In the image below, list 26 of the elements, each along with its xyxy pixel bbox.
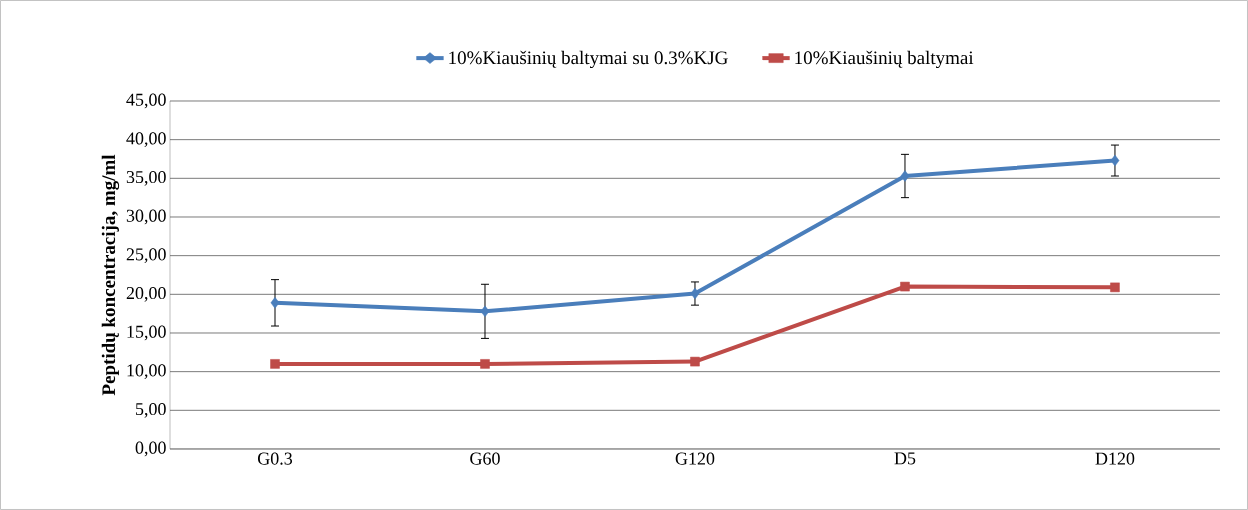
y-tick-label: 25,00: [126, 248, 166, 264]
y-tick-label: 15,00: [127, 325, 166, 341]
point: [690, 287, 700, 300]
y-tick-label: 45,00: [126, 93, 166, 109]
y-tick-label: 30,00: [126, 209, 166, 225]
legend-label: 10%Kiaušinių baltymai su 0.3%KJG: [449, 50, 728, 69]
point: [690, 356, 700, 367]
y-tick-label: 10,00: [127, 364, 166, 380]
y-axis-title: Peptidų koncentracija, mg/ml: [101, 154, 120, 396]
y-tick-label: 0,00: [135, 441, 166, 457]
y-tick-label: 20,00: [126, 286, 166, 302]
x-tick-label: D5: [894, 452, 916, 465]
y-tick-label: 35,00: [126, 170, 166, 186]
point: [900, 281, 910, 292]
point: [900, 170, 910, 182]
x-tick-label: G0.3: [257, 452, 293, 465]
point: [1110, 282, 1120, 293]
legend-label: 10%Kiaušinių baltymai: [795, 50, 974, 69]
x-tick-label: D120: [1095, 452, 1135, 465]
x-tick-label: G60: [470, 452, 500, 465]
point: [1110, 154, 1120, 167]
point: [480, 359, 490, 369]
y-tick-label: 5,00: [136, 402, 166, 418]
y-tick-label: 40,00: [126, 132, 166, 148]
x-tick-label: G120: [675, 452, 715, 465]
point: [270, 359, 280, 369]
